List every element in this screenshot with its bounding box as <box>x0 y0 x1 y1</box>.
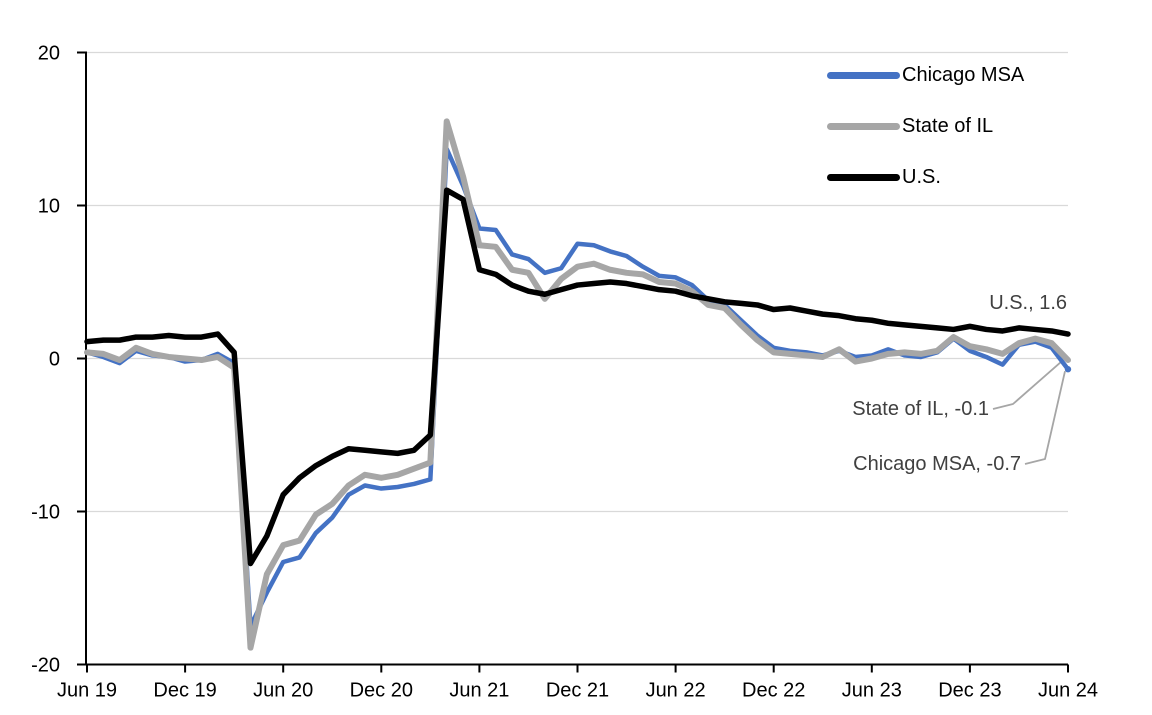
leader-line-state-of-il <box>992 360 1063 410</box>
x-tick-label: Jun 20 <box>253 680 313 702</box>
x-tick-label: Jun 24 <box>1038 680 1098 702</box>
y-tick-label: 0 <box>49 349 60 371</box>
legend-swatch <box>827 123 900 130</box>
annotation-chicago-msa: Chicago MSA, -0.7 <box>853 453 1021 475</box>
chicago-endpoint-marker <box>1064 366 1072 373</box>
x-tick-label: Jun 21 <box>449 680 509 702</box>
chart-legend: Chicago MSA State of IL U.S. <box>827 50 1024 203</box>
x-tick-label: Dec 23 <box>938 680 1001 702</box>
legend-item-u-s-: U.S. <box>827 152 1024 203</box>
x-tick-label: Dec 21 <box>546 680 609 702</box>
y-tick-label: 20 <box>38 43 60 65</box>
legend-label: State of IL <box>902 115 994 137</box>
legend-item-chicago-msa: Chicago MSA <box>827 50 1024 101</box>
x-tick-label: Jun 22 <box>646 680 706 702</box>
annotation-us: U.S., 1.6 <box>989 292 1067 314</box>
series-line-u-s- <box>84 187 1071 567</box>
legend-swatch <box>827 72 900 79</box>
legend-label: Chicago MSA <box>902 64 1025 86</box>
x-tick-label: Dec 20 <box>350 680 413 702</box>
x-tick-label: Jun 19 <box>57 680 117 702</box>
annotation-state-of-il: State of IL, -0.1 <box>852 398 989 420</box>
y-tick-label: -20 <box>31 655 60 677</box>
x-tick-label: Dec 22 <box>742 680 805 702</box>
x-tick-label: Jun 23 <box>842 680 902 702</box>
y-tick-label: -10 <box>31 502 60 524</box>
legend-label: U.S. <box>902 166 941 188</box>
x-tick-label: Dec 19 <box>153 680 216 702</box>
y-tick-label: 10 <box>38 196 60 218</box>
legend-item-state-of-il: State of IL <box>827 101 1024 152</box>
series-line-state-of-il <box>84 118 1071 651</box>
leader-line-chicago-msa <box>1024 371 1066 465</box>
legend-swatch <box>827 174 900 181</box>
